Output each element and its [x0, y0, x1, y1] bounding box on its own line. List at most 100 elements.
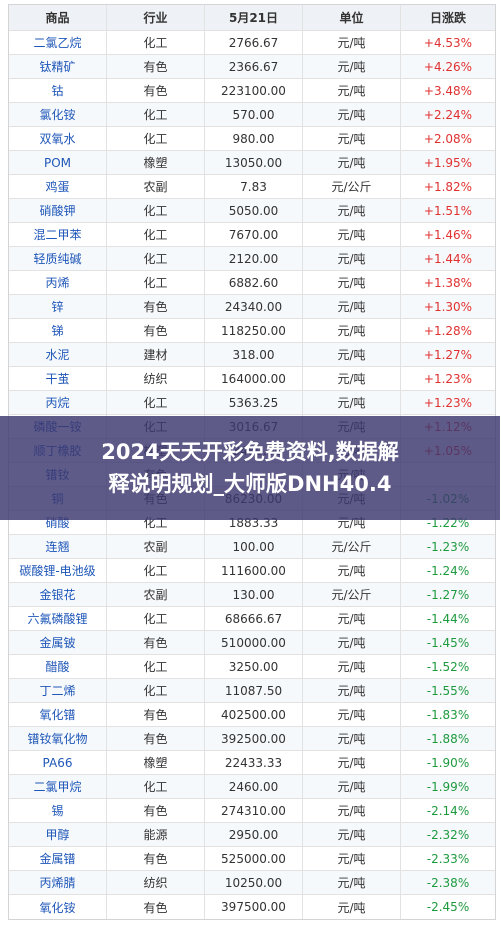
price-cell: 2460.00: [205, 775, 303, 798]
commodity-name-link[interactable]: 金属镨: [9, 847, 107, 870]
change-cell: +1.38%: [423, 275, 473, 290]
change-cell: +2.24%: [423, 107, 473, 122]
table-row: 双氧水 化工 980.00 元/吨 +2.08%: [9, 127, 495, 151]
unit-cell: 元/吨: [303, 79, 401, 102]
price-cell: 402500.00: [205, 703, 303, 726]
commodity-name-link[interactable]: 水泥: [9, 343, 107, 366]
table-row: 金属镨 有色 525000.00 元/吨 -2.33%: [9, 847, 495, 871]
price-cell: 68666.67: [205, 607, 303, 630]
commodity-name-link[interactable]: 氧化铵: [9, 895, 107, 919]
industry-cell: 农副: [107, 535, 205, 558]
table-row: 金属铍 有色 510000.00 元/吨 -1.45%: [9, 631, 495, 655]
commodity-name-link[interactable]: 丁二烯: [9, 679, 107, 702]
change-cell: -1.83%: [426, 707, 470, 722]
commodity-name-link[interactable]: 干茧: [9, 367, 107, 390]
change-cell: +1.51%: [423, 203, 473, 218]
commodity-name-link[interactable]: 二氯乙烷: [9, 31, 107, 54]
commodity-name-link[interactable]: 镨钕氧化物: [9, 727, 107, 750]
commodity-name-link[interactable]: 钴: [9, 79, 107, 102]
table-row: 丙烯腈 纺织 10250.00 元/吨 -2.38%: [9, 871, 495, 895]
commodity-name-link[interactable]: 金银花: [9, 583, 107, 606]
price-cell: 10250.00: [205, 871, 303, 894]
table-row: 二氯乙烷 化工 2766.67 元/吨 +4.53%: [9, 31, 495, 55]
price-cell: 130.00: [205, 583, 303, 606]
industry-cell: 化工: [107, 679, 205, 702]
commodity-name-link[interactable]: 钛精矿: [9, 55, 107, 78]
unit-cell: 元/公斤: [303, 175, 401, 198]
change-cell: +1.23%: [423, 371, 473, 386]
commodity-name-link[interactable]: 锡: [9, 799, 107, 822]
commodity-name-link[interactable]: 双氧水: [9, 127, 107, 150]
table-row: POM 橡塑 13050.00 元/吨 +1.95%: [9, 151, 495, 175]
price-cell: 3250.00: [205, 655, 303, 678]
change-cell: -1.44%: [426, 611, 470, 626]
price-cell: 223100.00: [205, 79, 303, 102]
commodity-name-link[interactable]: 丙烷: [9, 391, 107, 414]
commodity-name-link[interactable]: 丙烯腈: [9, 871, 107, 894]
commodity-name-link[interactable]: 锌: [9, 295, 107, 318]
commodity-name-link[interactable]: 混二甲苯: [9, 223, 107, 246]
table-row: 醋酸 化工 3250.00 元/吨 -1.52%: [9, 655, 495, 679]
change-cell: -2.14%: [426, 803, 470, 818]
commodity-name-link[interactable]: 二氯甲烷: [9, 775, 107, 798]
table-header: 商品 行业 5月21日 单位 日涨跌: [9, 5, 495, 31]
industry-cell: 橡塑: [107, 151, 205, 174]
industry-cell: 有色: [107, 319, 205, 342]
table-row: 镨钕氧化物 有色 392500.00 元/吨 -1.88%: [9, 727, 495, 751]
unit-cell: 元/吨: [303, 391, 401, 414]
table-row: 连翘 农副 100.00 元/公斤 -1.23%: [9, 535, 495, 559]
unit-cell: 元/吨: [303, 127, 401, 150]
commodity-name-link[interactable]: 醋酸: [9, 655, 107, 678]
industry-cell: 有色: [107, 727, 205, 750]
commodity-name-link[interactable]: 轻质纯碱: [9, 247, 107, 270]
table-row: 金银花 农副 130.00 元/公斤 -1.27%: [9, 583, 495, 607]
industry-cell: 化工: [107, 559, 205, 582]
commodity-name-link[interactable]: 金属铍: [9, 631, 107, 654]
industry-cell: 橡塑: [107, 751, 205, 774]
table-row: 丙烯 化工 6882.60 元/吨 +1.38%: [9, 271, 495, 295]
table-row: 锑有色 118250.00 元/吨 +1.28%: [9, 319, 495, 343]
commodity-name-link[interactable]: 硝酸钾: [9, 199, 107, 222]
price-cell: 164000.00: [205, 367, 303, 390]
table-row: 丙烷 化工 5363.25 元/吨 +1.23%: [9, 391, 495, 415]
unit-cell: 元/公斤: [303, 583, 401, 606]
commodity-name-link[interactable]: PA66: [9, 751, 107, 774]
price-cell: 2120.00: [205, 247, 303, 270]
commodity-name-link[interactable]: 甲醇: [9, 823, 107, 846]
unit-cell: 元/吨: [303, 151, 401, 174]
table-row: 钴有色 223100.00 元/吨 +3.48%: [9, 79, 495, 103]
table-row: 六氟磷酸锂 化工 68666.67 元/吨 -1.44%: [9, 607, 495, 631]
price-cell: 2950.00: [205, 823, 303, 846]
unit-cell: 元/吨: [303, 631, 401, 654]
unit-cell: 元/吨: [303, 223, 401, 246]
industry-cell: 农副: [107, 175, 205, 198]
industry-cell: 化工: [107, 391, 205, 414]
commodity-name-link[interactable]: 氯化铵: [9, 103, 107, 126]
commodity-name-link[interactable]: 鸡蛋: [9, 175, 107, 198]
industry-cell: 能源: [107, 823, 205, 846]
unit-cell: 元/吨: [303, 319, 401, 342]
unit-cell: 元/吨: [303, 823, 401, 846]
commodity-name-link[interactable]: 碳酸锂-电池级: [9, 559, 107, 582]
unit-cell: 元/吨: [303, 367, 401, 390]
commodity-name-link[interactable]: 连翘: [9, 535, 107, 558]
commodity-name-link[interactable]: 六氟磷酸锂: [9, 607, 107, 630]
change-cell: +1.46%: [423, 227, 473, 242]
industry-cell: 化工: [107, 223, 205, 246]
commodity-name-link[interactable]: 锑: [9, 319, 107, 342]
commodity-name-link[interactable]: 丙烯: [9, 271, 107, 294]
change-cell: -1.88%: [426, 731, 470, 746]
unit-cell: 元/吨: [303, 703, 401, 726]
change-cell: -2.32%: [426, 827, 470, 842]
header-commodity: 商品: [9, 5, 107, 30]
commodity-name-link[interactable]: POM: [9, 151, 107, 174]
price-cell: 13050.00: [205, 151, 303, 174]
commodity-name-link[interactable]: 氧化镨: [9, 703, 107, 726]
table-row: 甲醇 能源 2950.00 元/吨 -2.32%: [9, 823, 495, 847]
change-cell: -1.24%: [426, 563, 470, 578]
change-cell: -1.27%: [426, 587, 470, 602]
unit-cell: 元/吨: [303, 679, 401, 702]
unit-cell: 元/吨: [303, 103, 401, 126]
price-cell: 5363.25: [205, 391, 303, 414]
price-cell: 2766.67: [205, 31, 303, 54]
